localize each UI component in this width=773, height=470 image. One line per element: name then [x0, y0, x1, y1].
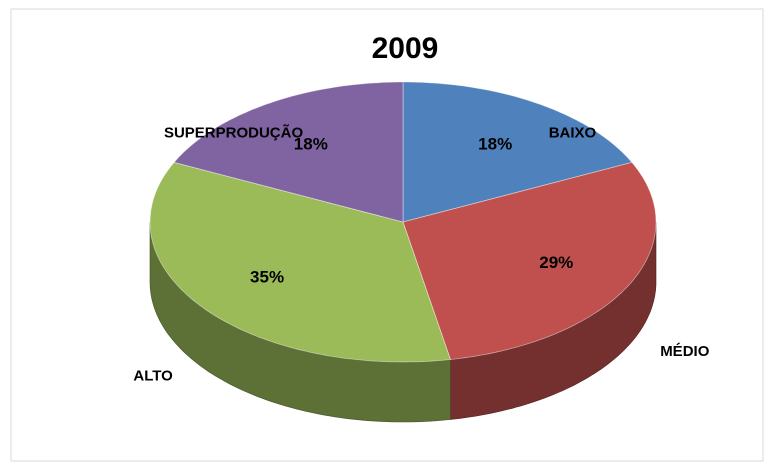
- category-label: BAIXO: [549, 124, 597, 141]
- value-label: 18%: [478, 135, 512, 154]
- category-label: ALTO: [133, 367, 173, 384]
- category-label: MÉDIO: [660, 343, 710, 360]
- pie-slice: [173, 81, 404, 223]
- pie-slice: [402, 161, 657, 360]
- category-label: SUPERPRODUÇÃO: [164, 123, 304, 141]
- pie-slice: [402, 81, 633, 223]
- value-label: 35%: [250, 267, 284, 286]
- pie-slice: [149, 161, 451, 363]
- value-label: 18%: [294, 135, 328, 154]
- chart-title: 2009: [372, 32, 439, 65]
- value-label: 29%: [539, 253, 573, 272]
